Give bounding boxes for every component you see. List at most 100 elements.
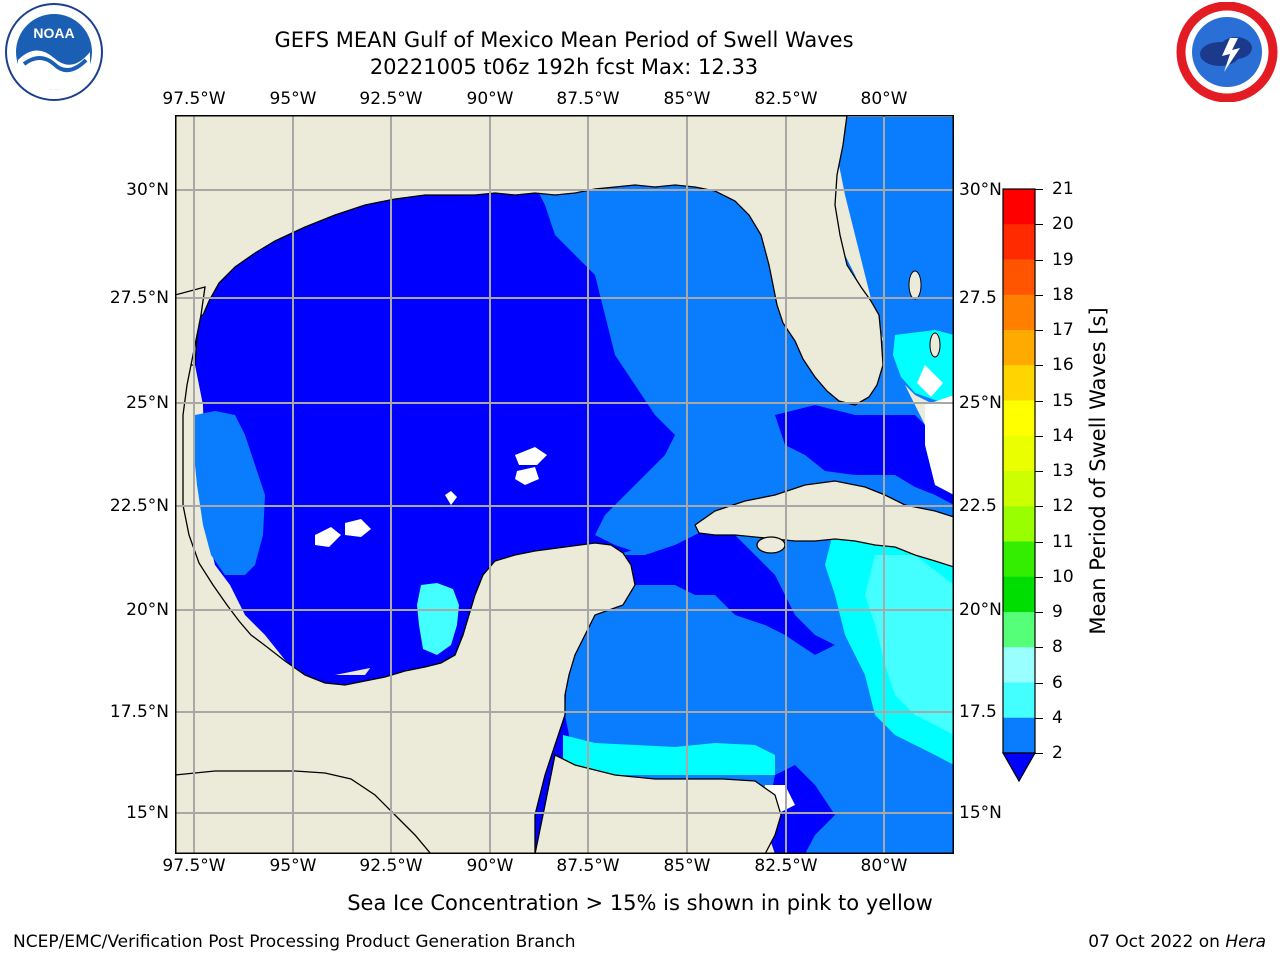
map-gridlines xyxy=(175,115,954,854)
lat-label-right: 22.5 xyxy=(959,496,997,516)
colorbar-tick-label: 13 xyxy=(1052,461,1074,481)
lat-label-left: 25°N xyxy=(126,393,169,413)
nodata-patch xyxy=(917,365,943,397)
footer-date: 07 Oct 2022 on Hera xyxy=(1088,932,1266,952)
nodata-patch xyxy=(925,395,954,495)
colorbar-segment xyxy=(1003,506,1035,542)
bahamas-island xyxy=(929,332,941,358)
colorbar-tick-label: 8 xyxy=(1052,637,1063,658)
colorbar-segment xyxy=(1003,471,1035,507)
colorbar-tick-mark xyxy=(1035,612,1043,614)
colorbar-segment xyxy=(1003,259,1035,296)
colorbar-tick-label: 4 xyxy=(1052,707,1063,728)
colorbar-segment xyxy=(1003,541,1035,578)
lon-label-bottom: 80°W xyxy=(860,856,908,876)
colorbar-tick-mark xyxy=(1035,682,1043,684)
colorbar-tick-mark xyxy=(1035,506,1043,508)
nws-logo xyxy=(1176,1,1278,103)
western-shelf-region xyxy=(193,411,265,575)
yucatan-channel-region xyxy=(615,525,835,655)
lon-label-bottom: 95°W xyxy=(269,856,317,876)
colorbar-tick-label: 11 xyxy=(1052,531,1074,552)
lon-label-top: 97.5°W xyxy=(162,89,226,109)
bahamas-island xyxy=(908,270,922,300)
lat-label-left: 30°N xyxy=(126,180,169,200)
map-frame xyxy=(175,115,954,854)
colorbar-tick-label: 2 xyxy=(1052,743,1063,763)
colorbar-tick-label: 16 xyxy=(1052,355,1074,376)
colorbar-tick-mark xyxy=(1035,224,1043,226)
lon-label-bottom: 97.5°W xyxy=(162,856,226,876)
footer-date-text: 07 Oct 2022 on xyxy=(1088,932,1226,952)
colorbar-segment xyxy=(1003,330,1035,366)
lon-label-top: 82.5°W xyxy=(754,89,818,109)
lon-label-bottom: 85°W xyxy=(663,856,711,876)
colorbar-tick-label: 15 xyxy=(1052,390,1074,411)
lon-label-top: 85°W xyxy=(663,89,711,109)
lon-label-top: 80°W xyxy=(860,89,908,109)
campeche-cyan xyxy=(417,583,459,655)
colorbar-tick-label: 19 xyxy=(1052,249,1074,270)
lon-label-top: 95°W xyxy=(269,89,317,109)
colorbar-tick-mark xyxy=(1035,753,1043,755)
lat-label-left: 15°N xyxy=(126,803,169,823)
lat-label-right: 17.5 xyxy=(959,702,997,722)
lat-label-right: 25°N xyxy=(959,393,1002,413)
colorbar-segment xyxy=(1003,224,1035,260)
colorbar-tick-mark xyxy=(1035,259,1043,261)
colorbar-tick-label: 21 xyxy=(1052,179,1074,199)
pacific-coastline xyxy=(175,770,432,854)
straits-region xyxy=(775,405,954,505)
colorbar-tick-mark xyxy=(1035,294,1043,296)
lat-label-left: 22.5°N xyxy=(109,496,169,516)
nodata-patch xyxy=(345,519,371,537)
chart-title: GEFS MEAN Gulf of Mexico Mean Period of … xyxy=(274,28,854,52)
nodata-patch xyxy=(515,447,547,465)
central-america-land xyxy=(534,754,782,854)
isle-of-youth-land xyxy=(756,536,786,554)
lon-label-bottom: 92.5°W xyxy=(359,856,423,876)
colorbar-tick-label: 18 xyxy=(1052,284,1074,305)
colorbar-tick-mark xyxy=(1035,647,1043,649)
colorbar-label: Mean Period of Swell Waves [s] xyxy=(1086,307,1110,635)
map-plot xyxy=(175,115,954,854)
lat-label-left: 27.5°N xyxy=(109,288,169,308)
lat-label-left: 17.5°N xyxy=(109,702,169,722)
lat-label-right: 27.5 xyxy=(959,288,997,308)
colorbar-tick-label: 9 xyxy=(1052,602,1063,622)
lon-label-bottom: 82.5°W xyxy=(754,856,818,876)
nodata-patch xyxy=(445,491,457,505)
colorbar-tick-mark xyxy=(1035,189,1043,191)
colorbar-segment xyxy=(1003,294,1035,331)
colorbar-tick-label: 14 xyxy=(1052,425,1074,446)
colorbar-segment xyxy=(1003,576,1035,613)
footer-host: Hera xyxy=(1225,932,1266,952)
lat-label-right: 20°N xyxy=(959,600,1002,620)
colorbar-segment xyxy=(1003,612,1035,648)
colorbar-tick-label: 17 xyxy=(1052,320,1074,340)
colorbar xyxy=(1001,188,1037,783)
colorbar-tick-label: 20 xyxy=(1052,214,1074,235)
lon-label-top: 90°W xyxy=(466,89,514,109)
colorbar-segment xyxy=(1003,435,1035,472)
colorbar-extend-arrow xyxy=(1001,752,1037,783)
lon-label-top: 87.5°W xyxy=(556,89,620,109)
colorbar-tick-mark xyxy=(1035,435,1043,437)
colorbar-tick-label: 12 xyxy=(1052,496,1074,517)
footer-credit: NCEP/EMC/Verification Post Processing Pr… xyxy=(13,932,576,952)
colorbar-segment xyxy=(1003,682,1035,719)
colorbar-tick-mark xyxy=(1035,330,1043,332)
cuba-land xyxy=(694,480,954,568)
noaa-logo: NOAA xyxy=(4,2,104,102)
nodata-patch xyxy=(315,527,341,547)
lon-label-bottom: 90°W xyxy=(466,856,514,876)
colorbar-tick-mark xyxy=(1035,471,1043,473)
colorbar-tick-label: 10 xyxy=(1052,566,1074,587)
south-caribbean-cyan xyxy=(563,735,775,775)
colorbar-tick-mark xyxy=(1035,365,1043,367)
colorbar-segment xyxy=(1003,647,1035,683)
colorbar-segment xyxy=(1003,717,1035,754)
nodata-patch xyxy=(515,467,539,485)
colorbar-tick-mark xyxy=(1035,400,1043,402)
lat-label-right: 15°N xyxy=(959,803,1002,823)
